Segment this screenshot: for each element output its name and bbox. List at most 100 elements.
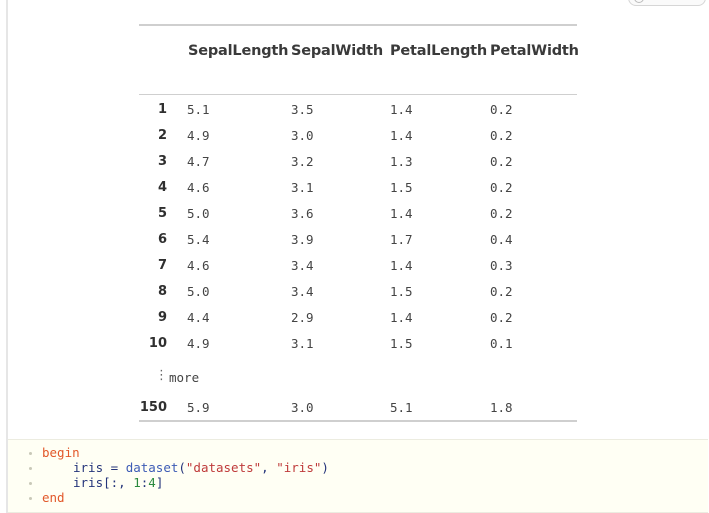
- code-punct: ): [321, 460, 329, 475]
- table-cell: 1.5: [390, 284, 413, 299]
- line-marker: [29, 497, 32, 500]
- circle-icon: [634, 0, 644, 3]
- code-keyword: begin: [42, 445, 80, 460]
- table-cell: 1.5: [390, 336, 413, 351]
- code-line: end: [42, 490, 65, 505]
- code-variable: iris: [73, 475, 104, 490]
- row-index: 3: [157, 154, 167, 169]
- table-cell: 1.7: [390, 232, 413, 247]
- table-cell: 3.4: [291, 284, 314, 299]
- table-header-row: SepalLength SepalWidth PetalLength Petal…: [139, 26, 579, 95]
- table-cell: 3.2: [291, 154, 314, 169]
- row-index: 150: [139, 400, 167, 415]
- table-cell: 5.0: [187, 206, 210, 221]
- table-row: 10 4.9 3.1 1.5 0.1: [139, 330, 577, 356]
- table-cell: 4.6: [187, 180, 210, 195]
- code-punct: ,: [261, 460, 277, 475]
- code-punct: [:,: [103, 475, 134, 490]
- table-cell: 1.4: [390, 128, 413, 143]
- code-punct: ]: [155, 475, 164, 490]
- code-number: 4: [148, 475, 156, 490]
- line-marker: [29, 467, 32, 470]
- row-index: 5: [157, 206, 167, 221]
- table-top-border: [139, 24, 577, 26]
- table-cell: 5.0: [187, 284, 210, 299]
- table-cell: 2.9: [291, 310, 314, 325]
- table-cell: 4.9: [187, 128, 210, 143]
- code-punct: :: [140, 475, 149, 490]
- table-cell: 1.4: [390, 310, 413, 325]
- table-cell: 0.2: [490, 206, 513, 221]
- table-cell: 0.2: [490, 102, 513, 117]
- cell-toolbar-button[interactable]: [628, 0, 706, 6]
- table-row: 7 4.6 3.4 1.4 0.3: [139, 252, 577, 278]
- table-row: 6 5.4 3.9 1.7 0.4: [139, 226, 577, 252]
- table-cell: 0.2: [490, 128, 513, 143]
- code-string: "iris": [276, 460, 322, 475]
- table-cell: 3.9: [291, 232, 314, 247]
- table-cell: 4.9: [187, 336, 210, 351]
- table-row: 4 4.6 3.1 1.5 0.2: [139, 174, 577, 200]
- row-index: 6: [157, 232, 167, 247]
- table-cell: 0.4: [490, 232, 513, 247]
- table-row: 1 5.1 3.5 1.4 0.2: [139, 96, 577, 122]
- line-marker: [29, 452, 32, 455]
- table-row: 9 4.4 2.9 1.4 0.2: [139, 304, 577, 330]
- row-index: 1: [157, 102, 167, 117]
- table-cell: 0.3: [490, 258, 513, 273]
- table-cell: 0.2: [490, 154, 513, 169]
- table-cell: 0.2: [490, 310, 513, 325]
- row-index: 4: [157, 180, 167, 195]
- table-cell: 1.4: [390, 206, 413, 221]
- code-keyword: end: [42, 490, 65, 505]
- row-index: 7: [157, 258, 167, 273]
- table-cell: 1.5: [390, 180, 413, 195]
- table-row: 3 4.7 3.2 1.3 0.2: [139, 148, 577, 174]
- table-cell: 0.2: [490, 284, 513, 299]
- code-operator: =: [103, 460, 126, 475]
- table-body: 1 5.1 3.5 1.4 0.2 2 4.9 3.0 1.4 0.2 3 4.7 3.2 1.3 0.2 4…: [139, 95, 577, 356]
- column-header: PetalWidth: [490, 43, 579, 59]
- line-marker: [29, 482, 32, 485]
- table-cell: 5.1: [187, 102, 210, 117]
- table-cell: 3.4: [291, 258, 314, 273]
- code-cell-editor[interactable]: begin iris = dataset("datasets", "iris")…: [8, 439, 708, 513]
- vertical-ellipsis-icon: ⋮: [155, 368, 168, 383]
- code-line: iris = dataset("datasets", "iris"): [73, 460, 329, 475]
- table-cell: 5.9: [187, 400, 210, 415]
- row-index: 2: [157, 128, 167, 143]
- table-cell: 3.1: [291, 180, 314, 195]
- table-cell: 4.7: [187, 154, 210, 169]
- code-punct: (: [178, 460, 186, 475]
- table-cell: 3.1: [291, 336, 314, 351]
- cell-focus-rule: [6, 0, 8, 513]
- table-cell: 3.0: [291, 128, 314, 143]
- row-index: 10: [148, 336, 167, 351]
- table-cell: 5.1: [390, 400, 413, 415]
- table-cell: 3.6: [291, 206, 314, 221]
- column-header: SepalWidth: [291, 43, 384, 59]
- row-index: 9: [157, 310, 167, 325]
- table-cell: 5.4: [187, 232, 210, 247]
- more-label: more: [169, 370, 200, 385]
- table-cell: 1.8: [490, 400, 513, 415]
- table-row: 150 5.9 3.0 5.1 1.8: [139, 394, 577, 422]
- code-number: 1: [133, 475, 141, 490]
- code-variable: iris: [73, 460, 104, 475]
- code-line: iris[:, 1:4]: [73, 475, 163, 490]
- code-line: begin: [42, 445, 80, 460]
- table-cell: 1.3: [390, 154, 413, 169]
- table-cell: 1.4: [390, 102, 413, 117]
- table-cell: 0.1: [490, 336, 513, 351]
- more-rows-button[interactable]: ⋮ more: [139, 356, 577, 394]
- row-index: 8: [157, 284, 167, 299]
- table-row: 5 5.0 3.6 1.4 0.2: [139, 200, 577, 226]
- table-cell: 4.6: [187, 258, 210, 273]
- table-output: SepalLength SepalWidth PetalLength Petal…: [139, 24, 579, 422]
- table-cell: 1.4: [390, 258, 413, 273]
- code-function: dataset: [125, 460, 179, 475]
- table-row: 2 4.9 3.0 1.4 0.2: [139, 122, 577, 148]
- column-header: PetalLength: [390, 43, 487, 59]
- table-cell: 3.5: [291, 102, 314, 117]
